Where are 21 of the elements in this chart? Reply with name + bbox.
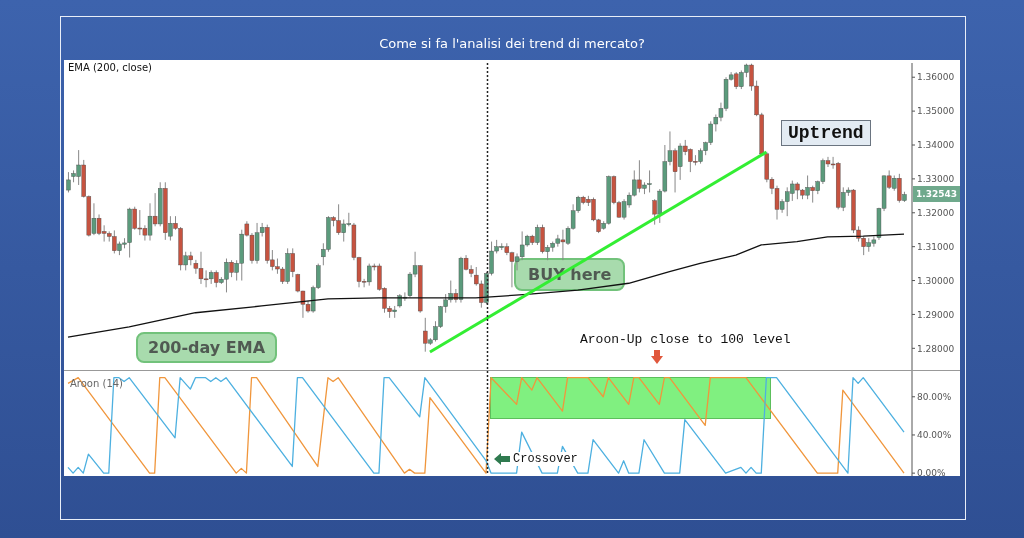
y-tick-label: 1.30000 <box>917 275 955 286</box>
text: 1.32543 <box>913 186 960 202</box>
y-tick-label: 0.00% <box>917 468 947 479</box>
annotation: Aroon-Up close to 100 level <box>580 332 791 347</box>
y-tick-label: 1.31000 <box>917 241 955 252</box>
chart-title: Come si fa l'analisi dei trend di mercato? <box>378 36 646 51</box>
y-tick-label: 1.33000 <box>917 174 955 185</box>
annotation: 200-day EMA <box>136 332 278 363</box>
y-tick-label: 40.00% <box>917 430 952 441</box>
y-tick-label: 80.00% <box>917 391 952 402</box>
y-tick-label: 1.32000 <box>917 207 955 218</box>
candlestick <box>66 171 71 193</box>
y-tick-label: 1.34000 <box>917 140 955 151</box>
annotation: Uptrend <box>781 120 871 146</box>
line-series <box>67 377 905 474</box>
y-tick-label: 1.28000 <box>917 343 955 354</box>
y-tick-label: 1.35000 <box>917 106 955 117</box>
y-tick-label: 1.36000 <box>917 72 955 83</box>
annotation: Crossover <box>513 452 578 466</box>
y-tick-label: 1.29000 <box>917 309 955 320</box>
text: EMA (200, close) <box>68 62 152 73</box>
